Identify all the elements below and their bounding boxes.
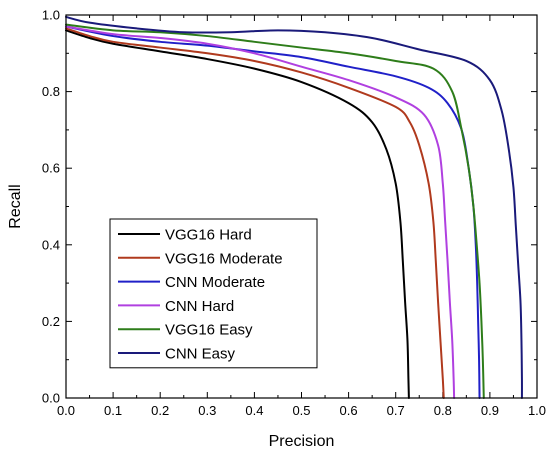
legend-box <box>109 218 318 369</box>
series-line-vgg16-moderate <box>65 27 445 399</box>
legend-label-vgg16-hard: VGG16 Hard <box>165 227 252 244</box>
legend-label-vgg16-easy: VGG16 Easy <box>165 322 253 339</box>
series-line-cnn-hard <box>65 25 456 399</box>
y-tick-label: 0.8 <box>42 84 60 99</box>
x-tick-label: 0.9 <box>481 403 499 418</box>
x-tick-label: 0.6 <box>340 403 358 418</box>
x-tick-label: 0.5 <box>292 403 310 418</box>
plot-frame <box>65 14 538 399</box>
legend-label-cnn-hard: CNN Hard <box>165 298 234 315</box>
y-tick-label: 0.0 <box>42 391 60 406</box>
x-axis-title: Precision <box>269 433 335 450</box>
x-tick-label: 0.1 <box>104 403 122 418</box>
x-tick-label: 0.7 <box>387 403 405 418</box>
legend-label-cnn-easy: CNN Easy <box>165 346 236 363</box>
legend-label-cnn-moderate: CNN Moderate <box>165 274 265 291</box>
x-tick-label: 0.3 <box>198 403 216 418</box>
series-line-cnn-moderate <box>65 25 481 399</box>
series-line-vgg16-hard <box>65 29 410 399</box>
y-tick-label: 0.2 <box>42 314 60 329</box>
x-tick-label: 0.4 <box>245 403 263 418</box>
y-tick-label: 0.6 <box>42 161 60 176</box>
legend: VGG16 Hard VGG16 Moderate CNN Moderate CNN … <box>109 218 318 369</box>
x-tick-label: 0.0 <box>57 403 75 418</box>
tick-labels: 0.0 0.1 0.2 0.3 0.4 0.5 0.6 0.7 0.8 0.9 1.0 0.0 0.2 0… <box>42 8 546 419</box>
x-tick-label: 0.8 <box>434 403 452 418</box>
y-axis-title: Recall <box>7 184 24 228</box>
y-tick-label: 1.0 <box>42 8 60 23</box>
series-line-vgg16-easy <box>65 23 485 399</box>
series-lines <box>65 15 523 399</box>
legend-label-vgg16-moderate: VGG16 Moderate <box>165 250 283 267</box>
x-tick-label: 1.0 <box>528 403 546 418</box>
x-tick-label: 0.2 <box>151 403 169 418</box>
y-tick-label: 0.4 <box>42 237 60 252</box>
series-line-cnn-easy <box>65 15 523 399</box>
